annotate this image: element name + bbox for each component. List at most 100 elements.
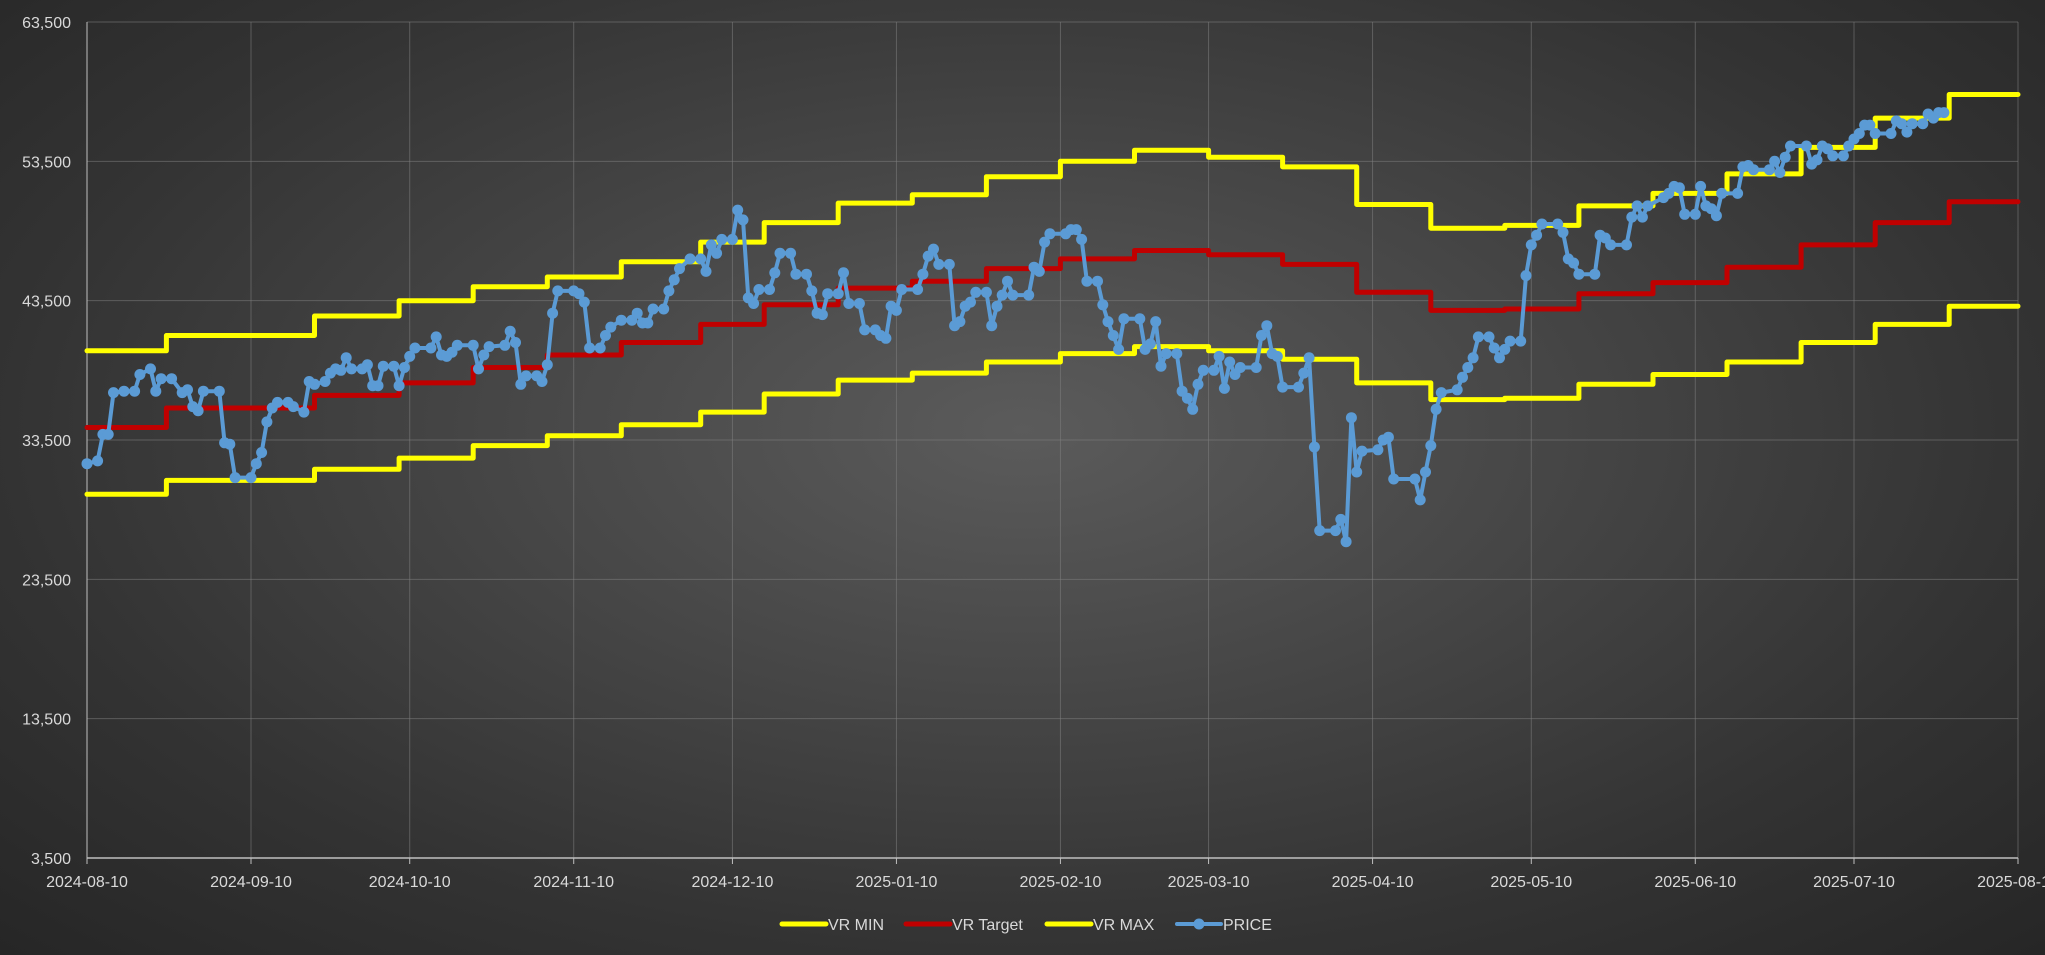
- price-point: [1039, 236, 1051, 248]
- price-point: [1642, 200, 1654, 212]
- price-point: [695, 253, 707, 265]
- price-point: [1938, 107, 1950, 119]
- price-point: [806, 285, 818, 297]
- price-point: [536, 376, 548, 387]
- price-point: [1340, 536, 1352, 548]
- price-point: [1568, 257, 1580, 269]
- price-point: [1234, 362, 1246, 373]
- price-point: [853, 298, 865, 309]
- price-point: [716, 233, 728, 245]
- price-point: [832, 288, 844, 300]
- y-tick-label: 63,500: [22, 15, 71, 32]
- price-point: [1901, 126, 1913, 138]
- legend-item-vr-min: VR MIN: [779, 917, 884, 934]
- axes: [86, 22, 2019, 864]
- price-point: [361, 359, 373, 371]
- price-point: [150, 385, 162, 397]
- legend-marker: [1193, 918, 1205, 930]
- price-point: [504, 325, 516, 337]
- price-point: [1885, 128, 1897, 139]
- price-point: [1605, 239, 1617, 251]
- x-tick-label: 2025-05-10: [1490, 874, 1572, 891]
- price-point: [1853, 128, 1865, 139]
- price-point: [1192, 378, 1204, 390]
- legend-label: VR Target: [952, 917, 1023, 934]
- price-point: [668, 274, 680, 286]
- price-point: [1181, 392, 1193, 404]
- price-point: [1531, 229, 1543, 241]
- price-point: [1430, 403, 1442, 415]
- price-point: [970, 286, 982, 298]
- price-point: [1494, 352, 1505, 364]
- price-point: [404, 350, 416, 362]
- price-point: [393, 380, 405, 392]
- price-point: [1774, 167, 1786, 178]
- price-point: [896, 284, 908, 295]
- price-point: [1102, 316, 1114, 328]
- price-point: [991, 300, 1003, 312]
- price-point: [1250, 362, 1262, 373]
- price-point: [1748, 164, 1759, 176]
- price-point: [933, 258, 945, 270]
- price-point: [552, 285, 564, 297]
- y-tick-label: 33,500: [22, 433, 71, 450]
- price-point: [1435, 387, 1447, 399]
- price-point: [1499, 343, 1511, 355]
- price-point: [631, 307, 643, 319]
- legend-item-vr-target: VR Target: [903, 917, 1023, 934]
- y-tick-label: 53,500: [22, 154, 71, 171]
- y-tick-label: 43,500: [22, 294, 71, 311]
- price-point: [1906, 118, 1918, 130]
- price-point: [1785, 140, 1796, 152]
- price-point: [1896, 118, 1908, 130]
- price-point: [912, 284, 924, 295]
- price-point: [684, 253, 696, 265]
- legend-label: VR MIN: [828, 917, 884, 934]
- price-point: [1033, 265, 1045, 277]
- price-point: [1631, 200, 1643, 212]
- x-tick-label: 2024-11-10: [533, 874, 614, 891]
- legend-label: VR MAX: [1093, 917, 1155, 934]
- price-point: [1467, 352, 1479, 364]
- price-point: [1160, 348, 1172, 360]
- price-point: [1187, 403, 1199, 415]
- price-point: [102, 428, 114, 440]
- price-point: [1092, 275, 1103, 287]
- legend-item-vr-max: VR MAX: [1044, 917, 1155, 934]
- price-point: [309, 378, 320, 390]
- price-point: [658, 303, 670, 315]
- price-point: [1293, 381, 1304, 393]
- series-price: [81, 107, 1950, 548]
- price-point: [467, 339, 479, 351]
- price-point: [499, 339, 511, 351]
- price-point: [377, 360, 389, 372]
- price-point: [256, 447, 268, 458]
- series-line-vr-min: [84, 303, 2021, 497]
- price-point: [213, 385, 225, 397]
- price-point: [1695, 180, 1707, 192]
- x-tick-label: 2025-04-10: [1332, 874, 1414, 891]
- price-point: [1525, 239, 1537, 251]
- x-tick-label: 2024-12-10: [692, 874, 774, 891]
- price-point: [1070, 224, 1082, 236]
- price-point: [520, 370, 532, 382]
- price-point: [192, 405, 204, 417]
- price-point: [1673, 182, 1685, 194]
- price-point: [166, 373, 178, 385]
- price-point: [647, 303, 659, 315]
- price-point: [1171, 348, 1183, 360]
- price-point: [1144, 338, 1156, 350]
- price-point: [81, 458, 93, 470]
- price-point: [859, 324, 871, 336]
- price-point: [732, 204, 744, 216]
- price-point: [790, 268, 802, 280]
- price-point: [1150, 316, 1162, 328]
- price-point: [774, 247, 786, 259]
- price-point: [1536, 218, 1548, 230]
- price-point: [890, 304, 902, 316]
- price-point: [578, 296, 590, 308]
- price-point: [272, 396, 283, 408]
- price-point: [134, 369, 146, 380]
- price-point: [1044, 228, 1056, 240]
